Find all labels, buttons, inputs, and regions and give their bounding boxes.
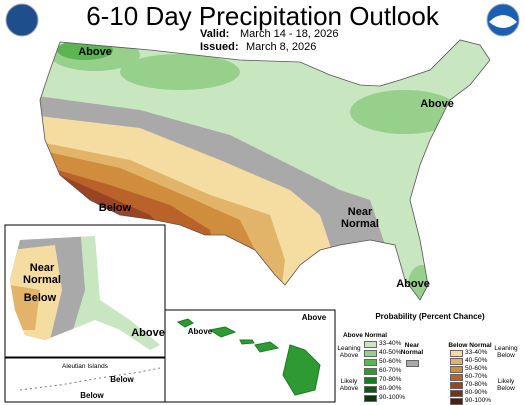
- aleutian-inset: [4, 357, 166, 403]
- below-bin: 60-70%: [465, 373, 488, 380]
- above-swatch: [364, 359, 377, 366]
- legend-near: Near Normal: [400, 342, 424, 356]
- below-bin: 80-90%: [465, 389, 488, 396]
- likely-below: Likely Below: [497, 378, 515, 392]
- below-swatch: [450, 382, 463, 389]
- map-label: Above: [301, 313, 327, 322]
- hawaii-islands: [176, 318, 321, 396]
- below-swatch: [450, 374, 463, 381]
- below-bin: 40-50%: [465, 357, 488, 364]
- legend-title: Probability (Percent Chance): [375, 312, 485, 321]
- above-bin: 90-100%: [379, 394, 406, 401]
- above-bin: 60-70%: [379, 367, 402, 374]
- above-bin: 40-50%: [379, 349, 402, 356]
- above-bin: 80-90%: [379, 385, 402, 392]
- above-bin: 33-40%: [379, 340, 402, 347]
- doc-logo: [5, 3, 39, 37]
- map-label: Above: [420, 98, 454, 110]
- map-label: Below: [98, 202, 132, 214]
- map-label: Below: [23, 292, 57, 304]
- issued-label: Issued:: [200, 41, 239, 53]
- issued-date: March 8, 2026: [246, 41, 317, 53]
- above-swatch: [364, 368, 377, 375]
- valid-label: Valid:: [200, 28, 230, 40]
- aleutian-title: Aleutian Islands: [62, 363, 108, 370]
- map-label: Above: [78, 46, 112, 58]
- map-label: Below: [80, 391, 104, 400]
- below-bin: 33-40%: [465, 349, 488, 356]
- map-label: Near Normal: [341, 206, 379, 230]
- below-bin: 50-60%: [465, 365, 488, 372]
- below-swatch: [450, 390, 463, 397]
- leaning-above: Leaning Above: [337, 345, 361, 359]
- legend-below: Below Normal: [448, 342, 492, 349]
- likely-above: Likely Above: [339, 378, 359, 392]
- map-label: Above: [187, 327, 213, 336]
- above-swatch: [364, 350, 377, 357]
- leaning-below: Leaning Below: [494, 345, 518, 359]
- legend-above: Above Normal: [342, 332, 388, 339]
- below-swatch: [450, 358, 463, 365]
- noaa-gull: [489, 15, 517, 28]
- title: 6-10 Day Precipitation Outlook: [86, 1, 439, 31]
- map-label: Above: [131, 327, 165, 339]
- map-label: Below: [110, 375, 134, 384]
- near-swatch: [406, 360, 419, 367]
- conus-outline: [39, 39, 491, 301]
- below-swatch: [450, 366, 463, 373]
- above-swatch: [364, 341, 377, 348]
- aleutian-islands: [19, 367, 161, 391]
- valid-dates: March 14 - 18, 2026: [240, 28, 339, 40]
- below-swatch: [450, 398, 463, 405]
- above-swatch: [364, 386, 377, 393]
- above-bin: 70-80%: [379, 376, 402, 383]
- below-bin: 70-80%: [465, 381, 488, 388]
- map-label: Above: [396, 278, 430, 290]
- below-bin: 90-100%: [465, 397, 492, 404]
- above-swatch: [364, 377, 377, 384]
- below-swatch: [450, 350, 463, 357]
- map-label: Near Normal: [23, 262, 61, 286]
- above-bin: 50-60%: [379, 358, 402, 365]
- above-swatch: [364, 395, 377, 402]
